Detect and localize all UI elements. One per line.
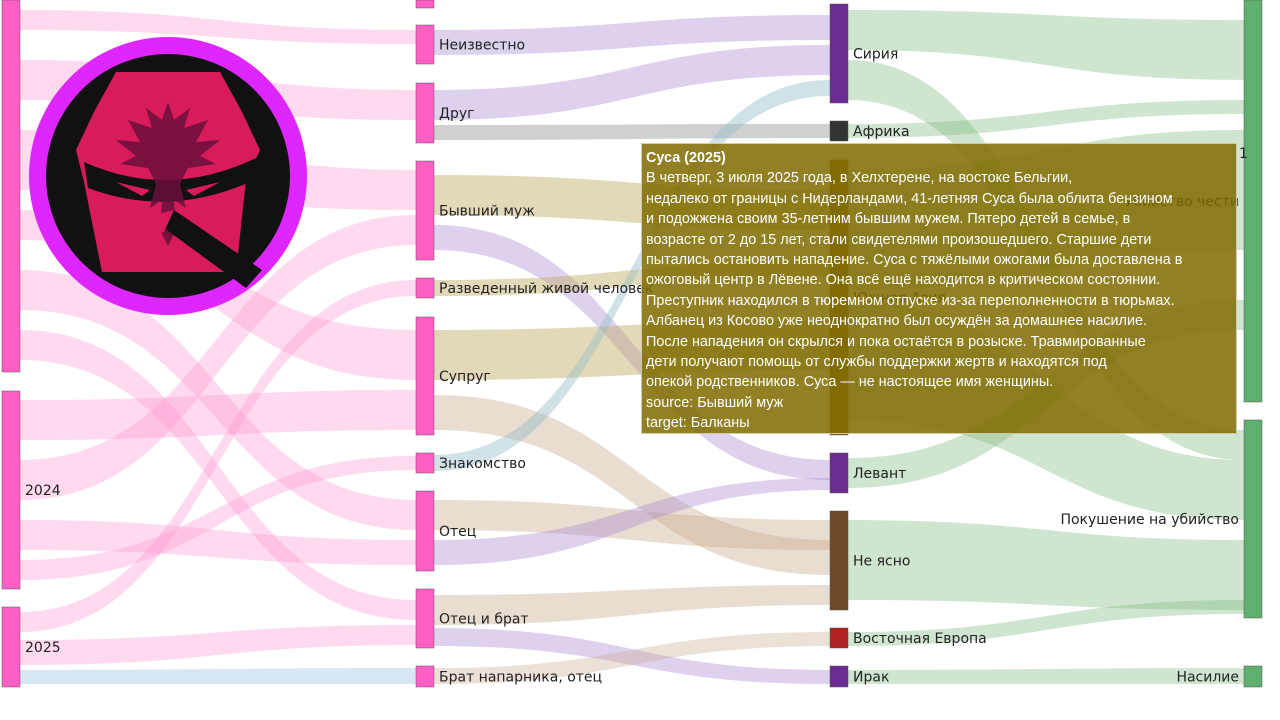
sankey-node-g_unclear[interactable]	[829, 510, 849, 611]
sankey-node-r_partnerbro[interactable]	[415, 665, 435, 688]
sankey-node-g_levant[interactable]	[829, 452, 849, 494]
sankey-node-r_spouse[interactable]	[415, 316, 435, 436]
tooltip-line: пытались остановить нападение. Суса с тя…	[646, 252, 1183, 269]
sankey-node-label: Бывший муж	[439, 204, 535, 220]
tooltip-line: В четверг, 3 июля 2025 года, в Хелхтерен…	[646, 170, 1073, 187]
sankey-link-r_father-g_unclear[interactable]	[434, 500, 830, 550]
albanian-eagle-icon	[29, 37, 307, 315]
sankey-node-label: Ирак	[853, 670, 889, 686]
sankey-link-r_fatherbrother-g_iraq[interactable]	[434, 628, 830, 684]
sankey-link-y2025-r_divorced[interactable]	[20, 280, 416, 632]
tooltip-line: Албанец из Косово уже неоднократно был о…	[646, 313, 1147, 330]
sankey-link-y2025-r_fatherbrother[interactable]	[20, 625, 416, 665]
tooltip-source: source: Бывший муж	[646, 394, 784, 411]
sankey-link-r_spouse-g_unclear[interactable]	[434, 395, 830, 575]
sankey-link-y2024-r_acq[interactable]	[20, 456, 416, 580]
sankey-link-r_unknown-g_syria[interactable]	[434, 15, 830, 55]
sankey-node-label: Насилие	[1176, 670, 1239, 686]
sankey-node-r_exhusband[interactable]	[415, 160, 435, 261]
sankey-node-g_eeurope[interactable]	[829, 627, 849, 649]
sankey-link-g_iraq-o_violence[interactable]	[848, 668, 1244, 684]
sankey-node-r_fatherbrother[interactable]	[415, 588, 435, 649]
sankey-link-y_top-r_fatherbrother[interactable]	[20, 330, 416, 620]
sankey-node-o_honor[interactable]	[1243, 0, 1263, 403]
tooltip-line: После нападения он скрылся и пока остаёт…	[646, 333, 1146, 350]
tooltip-body: В четверг, 3 июля 2025 года, в Хелхтерен…	[646, 168, 1232, 392]
sankey-link-r_exhusband-g_levant[interactable]	[434, 225, 830, 480]
edge-count-label: 1	[1239, 146, 1248, 162]
sankey-node-label: 2025	[25, 640, 61, 656]
sankey-node-r_father[interactable]	[415, 490, 435, 572]
sankey-node-g_iraq[interactable]	[829, 665, 849, 688]
sankey-node-label: Знакомство	[439, 456, 526, 472]
sankey-link-g_eeurope-o_attempt[interactable]	[848, 600, 1244, 646]
tooltip-line: дети получают помощь от службы поддержки…	[646, 354, 1107, 371]
sankey-nodes	[1, 0, 1263, 688]
sankey-link-y_top-r_father[interactable]	[20, 270, 416, 530]
sankey-node-y2025[interactable]	[1, 606, 21, 688]
sankey-link-g_syria-o_honor[interactable]	[848, 10, 1244, 80]
sankey-link-g_unclear-o_attempt[interactable]	[848, 520, 1244, 610]
tooltip-line: возрасте от 2 до 15 лет, стали свидетеля…	[646, 231, 1152, 248]
sankey-link-y_top-r_unknown[interactable]	[20, 10, 416, 44]
sankey-link-r_friend-g_africa[interactable]	[434, 124, 830, 140]
tooltip-line: ожоговый центр в Лёвене. Она всё ещё нах…	[646, 272, 1161, 289]
sankey-link-g_africa-o_honor[interactable]	[848, 100, 1244, 138]
sankey-node-label: Левант	[853, 466, 906, 482]
tooltip-target: target: Балканы	[646, 415, 750, 432]
sankey-node-label: Африка	[853, 124, 910, 140]
sankey-link-y2024-r_father[interactable]	[20, 520, 416, 565]
sankey-node-label: Не ясно	[853, 554, 910, 570]
sankey-node-o_violence[interactable]	[1243, 665, 1263, 688]
sankey-node-r_friend[interactable]	[415, 82, 435, 144]
sankey-link-r_friend-g_syria[interactable]	[434, 45, 830, 120]
sankey-node-label: Покушение на убийство	[1060, 512, 1239, 528]
tooltip-line: и подожжена своим 35-летним бывшим мужем…	[646, 211, 1131, 228]
sankey-node-y2024[interactable]	[1, 390, 21, 590]
sankey-link-r_partnerbro-g_eeurope[interactable]	[434, 632, 830, 684]
sankey-node-g_syria[interactable]	[829, 3, 849, 104]
sankey-link-r_father-g_levant[interactable]	[434, 478, 830, 565]
sankey-link-y2024-r_spouse[interactable]	[20, 390, 416, 440]
sankey-node-label: Разведенный живой человек	[439, 281, 653, 297]
sankey-node-label: Сирия	[853, 47, 898, 63]
sankey-link-r_fatherbrother-g_unclear[interactable]	[434, 585, 830, 625]
sankey-node-g_africa[interactable]	[829, 120, 849, 142]
sankey-link-r_acq-g_syria[interactable]	[434, 80, 830, 471]
sankey-node-r_acq[interactable]	[415, 452, 435, 474]
tooltip-line: Преступник находился в тюремном отпуске …	[646, 292, 1175, 309]
sankey-node-o_attempt[interactable]	[1243, 419, 1263, 619]
link-tooltip: Суса (2025) В четверг, 3 июля 2025 года,…	[641, 143, 1237, 434]
sankey-node-r_unknown[interactable]	[415, 24, 435, 65]
sankey-node-label: Отец	[439, 524, 476, 540]
sankey-node-r_divorced[interactable]	[415, 277, 435, 299]
sankey-node-label: Отец и брат	[439, 612, 529, 628]
sankey-node-r_top[interactable]	[415, 0, 435, 9]
sankey-node-label: Друг	[439, 106, 474, 122]
sankey-node-y_top[interactable]	[1, 0, 21, 373]
tooltip-line: опекой родственников. Суса — не настояще…	[646, 374, 1054, 391]
sankey-node-label: Восточная Европа	[853, 631, 987, 647]
sankey-node-label: Неизвестно	[439, 38, 525, 54]
sankey-node-label: Супруг	[439, 369, 491, 385]
sankey-node-label: Брат напарника, отец	[439, 670, 602, 686]
tooltip-line: недалеко от границы с Нидерландами, 41-л…	[646, 190, 1173, 207]
sankey-node-label: 2024	[25, 483, 61, 499]
sankey-link-y2025-r_partnerbro[interactable]	[20, 668, 416, 684]
tooltip-title: Суса (2025)	[646, 150, 726, 166]
sankey-link-y2024-r_exhusband[interactable]	[20, 215, 416, 500]
